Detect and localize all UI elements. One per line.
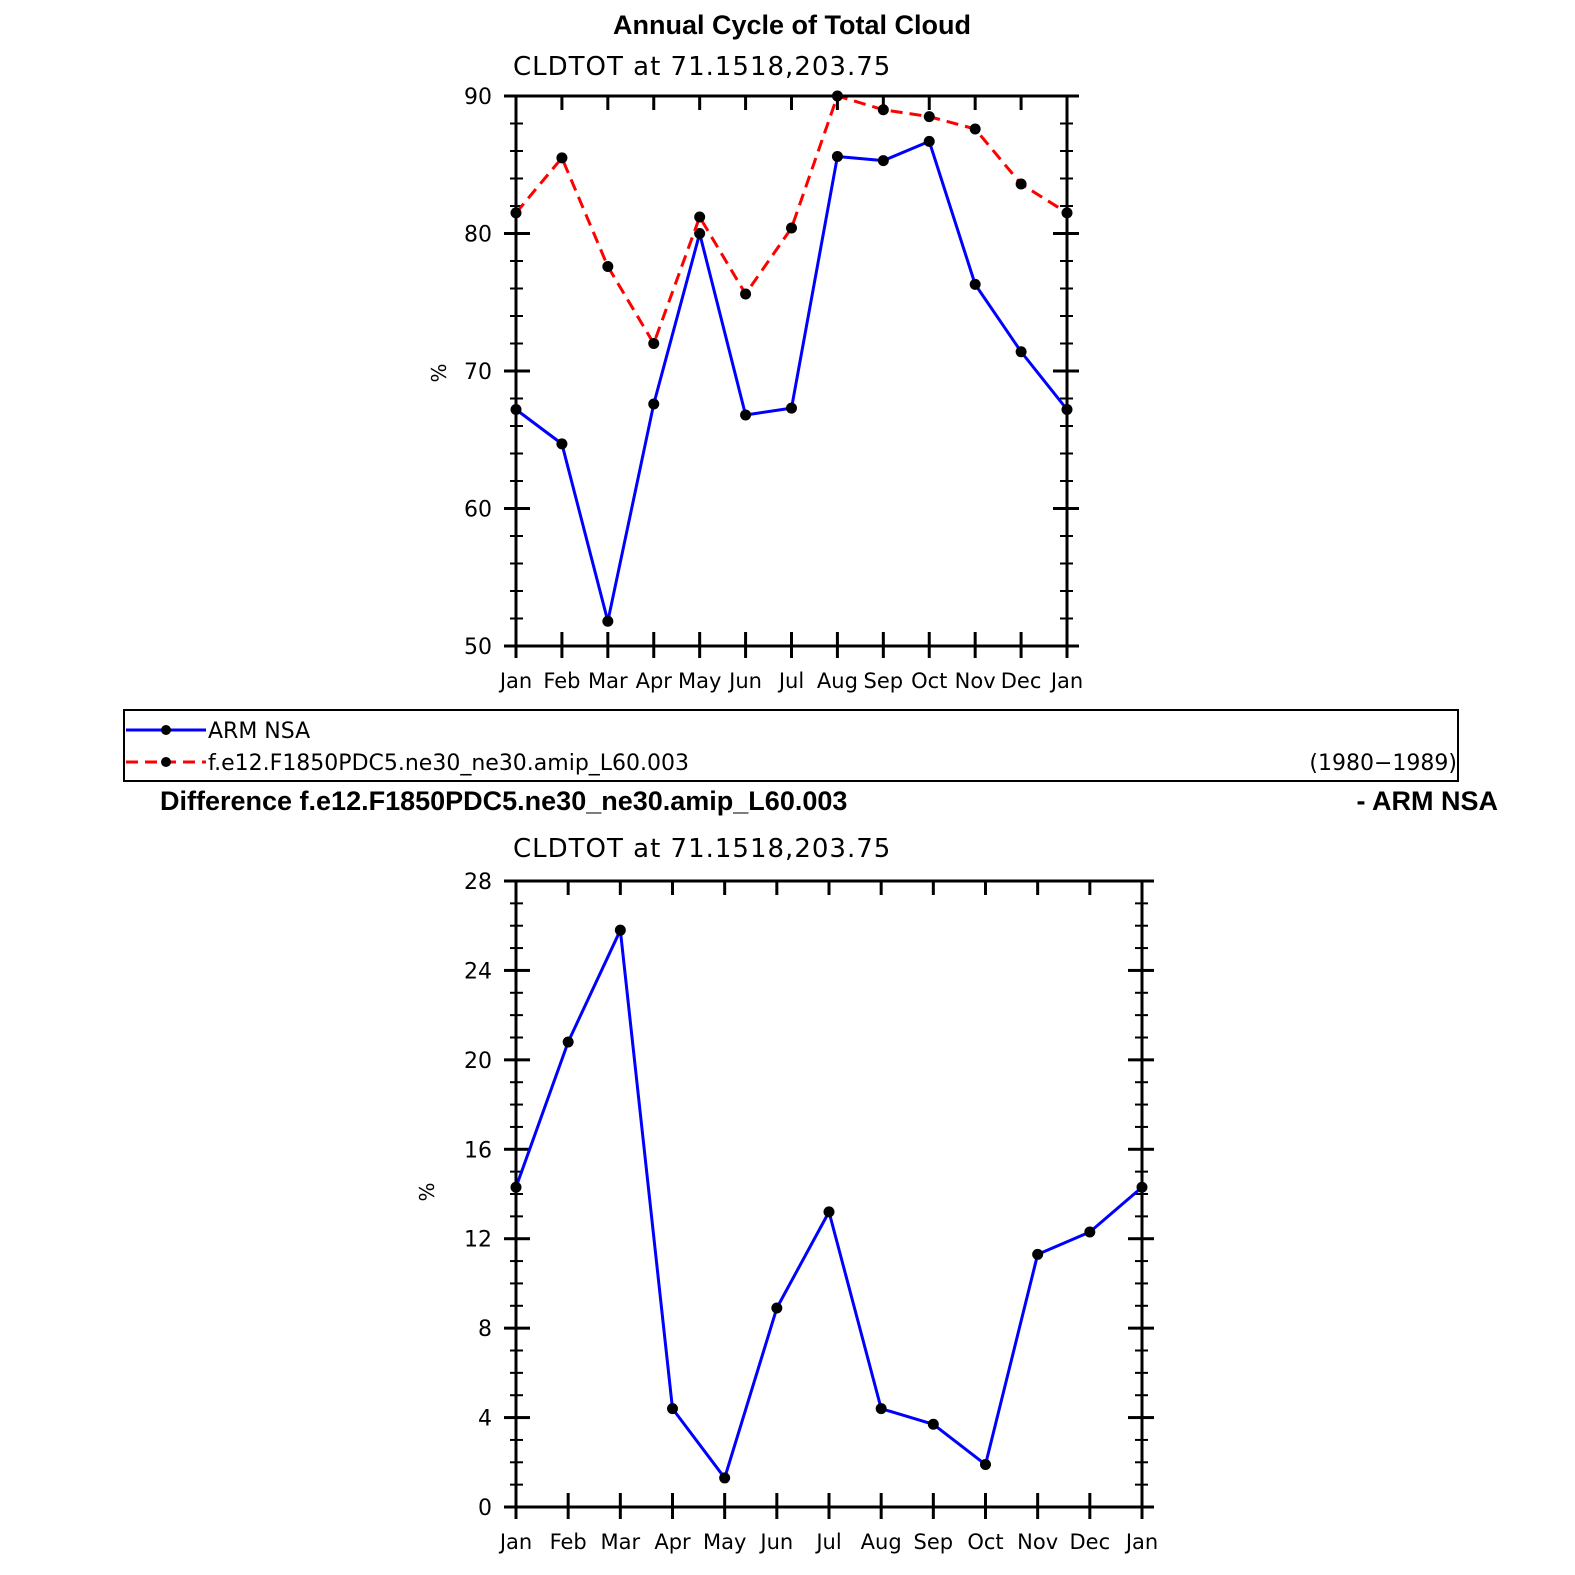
x-tick-label: Aug	[817, 669, 858, 693]
legend-label-model: f.e12.F1850PDC5.ne30_ne30.amip_L60.003	[208, 751, 689, 776]
axes-ticks: Jan Feb Mar Apr May Jun Jul Aug Sep Oct Nov Dec Jan5…	[464, 85, 1083, 693]
y-tick-label: 16	[464, 1138, 492, 1163]
data-point	[923, 135, 935, 147]
y-tick-label: 28	[464, 870, 492, 895]
y-tick-label: 50	[464, 635, 492, 660]
diff-title-left: Difference f.e12.F1850PDC5.ne30_ne30.ami…	[160, 786, 847, 816]
data-point	[648, 398, 660, 410]
y-tick-label: 70	[464, 360, 492, 385]
y-tick-label: 4	[478, 1407, 492, 1432]
x-tick-label: Jul	[777, 669, 804, 693]
data-point	[602, 261, 614, 272]
x-tick-label: Aug	[861, 1530, 902, 1554]
data-point	[562, 1036, 574, 1048]
x-tick-label: Apr	[654, 1530, 691, 1554]
x-tick-label: Jun	[727, 669, 762, 693]
diff-subtitle: CLDTOT at 71.1518,203.75	[513, 834, 891, 864]
legend-label-arm: ARM NSA	[208, 719, 310, 744]
x-tick-label: Jan	[1049, 669, 1083, 693]
y-tick-label: 20	[464, 1049, 492, 1074]
data-point	[719, 1472, 731, 1484]
diff-plot-frame	[514, 879, 1144, 1509]
data-point	[969, 278, 981, 290]
y-tick-label: 80	[464, 223, 492, 248]
diff-title-right: - ARM NSA	[1357, 786, 1499, 816]
y-tick-label: 24	[464, 959, 492, 984]
x-tick-label: Mar	[588, 669, 628, 693]
data-point	[1015, 346, 1027, 358]
x-tick-label: Dec	[1070, 1530, 1111, 1554]
x-tick-label: Jan	[498, 1530, 532, 1554]
data-point	[877, 104, 889, 116]
x-tick-label: Jul	[814, 1530, 841, 1554]
chart-annual-cycle: Annual Cycle of Total Cloud CLDTOT at 71…	[427, 10, 1083, 693]
data-point	[614, 924, 626, 936]
data-point	[1015, 178, 1027, 190]
chart-subtitle: CLDTOT at 71.1518,203.75	[513, 52, 891, 82]
legend-frame	[123, 709, 1459, 782]
series-line-0	[515, 139, 1069, 623]
chart-title: Annual Cycle of Total Cloud	[613, 10, 971, 40]
data-point	[927, 1418, 939, 1430]
x-tick-label: Jun	[758, 1530, 793, 1554]
plot-frame	[514, 94, 1069, 648]
legend-marker-arm	[161, 725, 171, 735]
y-tick-label: 12	[464, 1228, 492, 1253]
data-point	[602, 615, 614, 627]
data-point	[694, 228, 706, 239]
x-tick-label: Sep	[864, 669, 904, 693]
diff-axes-ticks: Jan Feb Mar Apr May Jun Jul Aug Sep Oct Nov Dec Jan0…	[464, 870, 1158, 1554]
legend: ARM NSA f.e12.F1850PDC5.ne30_ne30.amip_L…	[123, 709, 1459, 782]
x-tick-label: Feb	[543, 669, 580, 693]
data-point	[556, 152, 568, 164]
x-tick-label: Sep	[914, 1530, 954, 1554]
data-point	[786, 402, 797, 414]
series-line-0	[514, 928, 1143, 1480]
data-point	[875, 1403, 887, 1415]
series-line-1	[514, 94, 1068, 345]
x-tick-label: Jan	[498, 669, 532, 693]
data-point	[1084, 1226, 1096, 1238]
y-axis-label: %	[427, 363, 451, 382]
data-point	[694, 211, 706, 223]
data-point	[823, 1206, 835, 1218]
data-point	[771, 1302, 783, 1314]
x-tick-label: Nov	[1017, 1530, 1058, 1554]
y-tick-label: 60	[464, 498, 492, 523]
data-point	[648, 338, 660, 349]
data-point	[980, 1459, 991, 1471]
y-tick-label: 90	[464, 85, 492, 110]
x-tick-label: May	[678, 669, 721, 693]
data-point	[667, 1403, 678, 1415]
legend-marker-model	[161, 757, 171, 767]
data-point	[556, 438, 568, 450]
data-point	[740, 288, 752, 300]
x-tick-label: Dec	[1001, 669, 1042, 693]
x-tick-label: Nov	[955, 669, 996, 693]
x-tick-label: Jan	[1124, 1530, 1158, 1554]
y-tick-label: 8	[478, 1317, 492, 1342]
x-tick-label: Mar	[601, 1530, 641, 1554]
x-tick-label: Oct	[967, 1530, 1003, 1554]
data-point	[969, 123, 981, 135]
data-point	[877, 155, 889, 167]
diff-y-axis-label: %	[415, 1182, 439, 1201]
data-point	[1032, 1248, 1044, 1260]
data-point	[831, 151, 843, 162]
series-layer	[510, 90, 1073, 627]
chart-difference: Difference f.e12.F1850PDC5.ne30_ne30.ami…	[160, 786, 1498, 1554]
diff-series-layer	[510, 924, 1148, 1484]
data-point	[786, 222, 797, 234]
x-tick-label: Oct	[911, 669, 947, 693]
legend-period: (1980−1989)	[1309, 751, 1457, 776]
x-tick-label: Apr	[636, 669, 673, 693]
data-point	[740, 409, 752, 421]
x-tick-label: May	[703, 1530, 746, 1554]
data-point	[923, 111, 935, 123]
x-tick-label: Feb	[550, 1530, 587, 1554]
y-tick-label: 0	[478, 1496, 492, 1521]
